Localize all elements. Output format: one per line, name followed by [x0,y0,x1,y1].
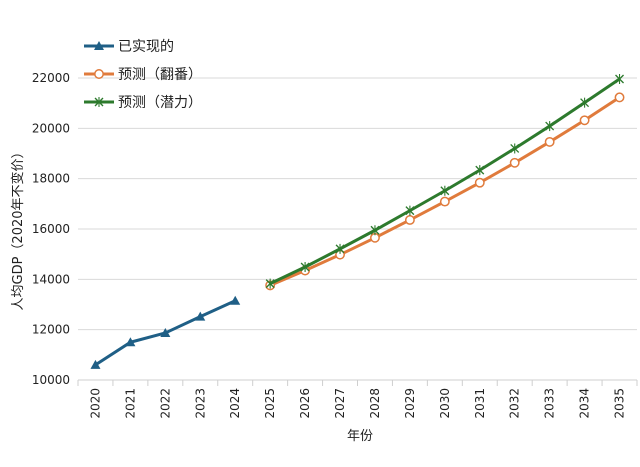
data-point [615,74,624,85]
legend-entry: 预测（翻番） [84,67,202,83]
data-point [90,359,101,369]
data-point [94,69,104,79]
data-point [300,262,310,273]
x-tick-label: 2032 [508,388,522,419]
y-tick-label: 16000 [32,222,70,236]
data-point [94,97,104,107]
data-point [475,165,485,176]
grid [78,77,637,331]
data-point [544,136,555,147]
series [265,74,624,289]
data-point [580,97,590,108]
x-tick-label: 2026 [298,388,312,419]
legend-label: 预测（翻番） [118,67,202,83]
data-point [125,337,136,347]
data-point [195,311,206,321]
x-tick-label: 2022 [158,388,172,419]
x-tick-label: 2031 [473,388,487,419]
axes: 10000 12000 14000 16000 18000 20000 22000 2020 2… [32,71,638,419]
x-tick-label: 2028 [368,388,382,419]
data-point [439,196,450,207]
legend-entry: 预测（潜力） [84,95,202,111]
x-tick-label: 2025 [263,388,277,419]
x-tick-label: 2029 [403,388,417,419]
x-tick-label: 2035 [613,388,627,419]
data-point [405,205,415,216]
y-tick-label: 12000 [32,323,70,337]
x-tick-label: 2024 [228,388,242,419]
x-tick-label: 2030 [438,388,452,419]
y-tick-label: 10000 [32,373,70,387]
y-tick-label: 20000 [32,121,70,135]
x-axis-title: 年份 [347,429,373,444]
y-tick-label: 18000 [32,172,70,186]
data-point [370,225,380,236]
data-point [160,327,171,337]
series-layer [90,74,625,369]
x-tick-label: 2021 [123,388,137,419]
series [265,92,625,291]
data-point [230,295,241,305]
x-tick-label: 2023 [193,388,207,419]
y-tick-label: 22000 [32,71,70,85]
data-point [510,143,520,154]
data-point [265,278,275,289]
y-tick-label: 14000 [32,272,70,286]
y-axis-title: 人均GDP（2020年不变价） [10,145,26,310]
x-tick-label: 2020 [88,388,102,419]
data-point [404,214,415,225]
data-point [509,157,520,168]
data-point [474,177,485,188]
legend-entry: 已实现的 [84,39,174,55]
x-tick-label: 2027 [333,388,347,419]
data-point [545,121,555,132]
data-point [94,41,104,50]
legend-label: 已实现的 [118,39,174,55]
series [90,295,241,369]
series-line [269,77,621,285]
legend-label: 预测（潜力） [118,95,202,111]
data-point [614,92,625,103]
x-tick-label: 2033 [543,388,557,419]
data-point [579,115,590,126]
data-point [335,243,345,254]
data-point [440,185,450,196]
x-tick-label: 2034 [578,388,592,419]
